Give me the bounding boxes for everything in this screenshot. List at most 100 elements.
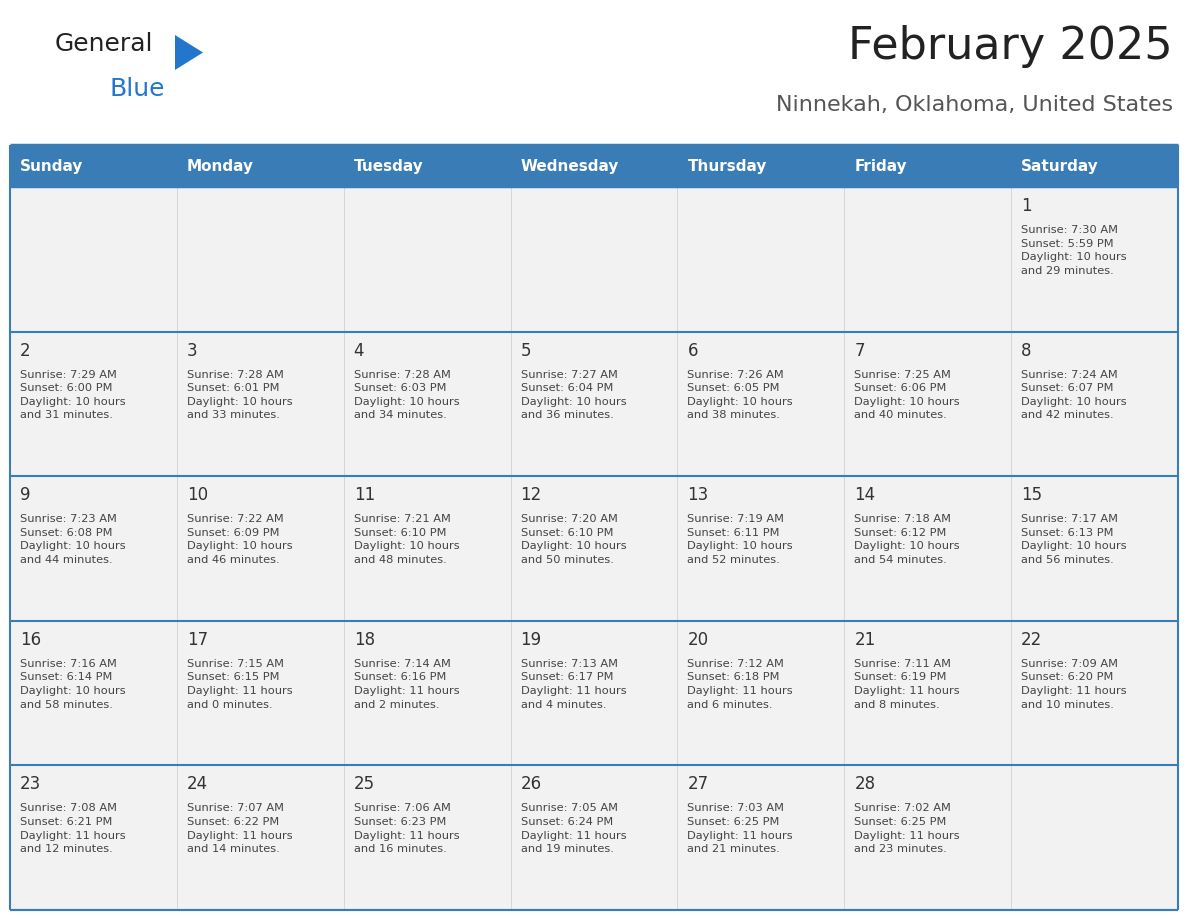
Bar — [177, 187, 343, 331]
Bar — [1011, 331, 1178, 476]
Text: 25: 25 — [354, 776, 375, 793]
Bar — [10, 145, 177, 187]
Text: Sunday: Sunday — [20, 159, 83, 174]
Bar — [177, 621, 343, 766]
Text: Sunrise: 7:26 AM
Sunset: 6:05 PM
Daylight: 10 hours
and 38 minutes.: Sunrise: 7:26 AM Sunset: 6:05 PM Dayligh… — [688, 370, 794, 420]
Bar — [845, 331, 1011, 476]
Bar — [343, 621, 511, 766]
Bar — [511, 331, 677, 476]
Text: 23: 23 — [20, 776, 42, 793]
Text: 21: 21 — [854, 631, 876, 649]
Bar — [177, 331, 343, 476]
Text: Sunrise: 7:16 AM
Sunset: 6:14 PM
Daylight: 10 hours
and 58 minutes.: Sunrise: 7:16 AM Sunset: 6:14 PM Dayligh… — [20, 659, 126, 710]
Bar — [845, 187, 1011, 331]
Text: Sunrise: 7:27 AM
Sunset: 6:04 PM
Daylight: 10 hours
and 36 minutes.: Sunrise: 7:27 AM Sunset: 6:04 PM Dayligh… — [520, 370, 626, 420]
Text: 13: 13 — [688, 487, 709, 504]
Bar — [845, 621, 1011, 766]
Bar — [10, 187, 177, 331]
Text: 9: 9 — [20, 487, 31, 504]
Bar — [511, 476, 677, 621]
Bar — [677, 187, 845, 331]
Text: Sunrise: 7:02 AM
Sunset: 6:25 PM
Daylight: 11 hours
and 23 minutes.: Sunrise: 7:02 AM Sunset: 6:25 PM Dayligh… — [854, 803, 960, 855]
Bar — [1011, 766, 1178, 910]
Text: 4: 4 — [354, 341, 365, 360]
Bar — [845, 145, 1011, 187]
Text: 3: 3 — [187, 341, 197, 360]
Text: Sunrise: 7:18 AM
Sunset: 6:12 PM
Daylight: 10 hours
and 54 minutes.: Sunrise: 7:18 AM Sunset: 6:12 PM Dayligh… — [854, 514, 960, 565]
Text: 28: 28 — [854, 776, 876, 793]
Bar — [177, 476, 343, 621]
Text: Sunrise: 7:09 AM
Sunset: 6:20 PM
Daylight: 11 hours
and 10 minutes.: Sunrise: 7:09 AM Sunset: 6:20 PM Dayligh… — [1022, 659, 1126, 710]
Text: Sunrise: 7:28 AM
Sunset: 6:03 PM
Daylight: 10 hours
and 34 minutes.: Sunrise: 7:28 AM Sunset: 6:03 PM Dayligh… — [354, 370, 460, 420]
Bar — [343, 145, 511, 187]
Bar — [177, 145, 343, 187]
Text: 16: 16 — [20, 631, 42, 649]
Text: Sunrise: 7:28 AM
Sunset: 6:01 PM
Daylight: 10 hours
and 33 minutes.: Sunrise: 7:28 AM Sunset: 6:01 PM Dayligh… — [187, 370, 292, 420]
Bar — [677, 331, 845, 476]
Bar — [677, 476, 845, 621]
Text: General: General — [55, 32, 153, 56]
Text: Wednesday: Wednesday — [520, 159, 619, 174]
Text: 5: 5 — [520, 341, 531, 360]
Text: 7: 7 — [854, 341, 865, 360]
Text: Sunrise: 7:24 AM
Sunset: 6:07 PM
Daylight: 10 hours
and 42 minutes.: Sunrise: 7:24 AM Sunset: 6:07 PM Dayligh… — [1022, 370, 1126, 420]
Polygon shape — [175, 35, 203, 70]
Text: Sunrise: 7:23 AM
Sunset: 6:08 PM
Daylight: 10 hours
and 44 minutes.: Sunrise: 7:23 AM Sunset: 6:08 PM Dayligh… — [20, 514, 126, 565]
Text: 10: 10 — [187, 487, 208, 504]
Bar — [677, 145, 845, 187]
Text: 15: 15 — [1022, 487, 1042, 504]
Bar — [511, 621, 677, 766]
Text: Sunrise: 7:14 AM
Sunset: 6:16 PM
Daylight: 11 hours
and 2 minutes.: Sunrise: 7:14 AM Sunset: 6:16 PM Dayligh… — [354, 659, 460, 710]
Text: Saturday: Saturday — [1022, 159, 1099, 174]
Text: 2: 2 — [20, 341, 31, 360]
Text: Friday: Friday — [854, 159, 906, 174]
Text: Sunrise: 7:19 AM
Sunset: 6:11 PM
Daylight: 10 hours
and 52 minutes.: Sunrise: 7:19 AM Sunset: 6:11 PM Dayligh… — [688, 514, 794, 565]
Text: 26: 26 — [520, 776, 542, 793]
Bar — [845, 766, 1011, 910]
Text: 8: 8 — [1022, 341, 1031, 360]
Text: Blue: Blue — [110, 77, 165, 101]
Text: Sunrise: 7:25 AM
Sunset: 6:06 PM
Daylight: 10 hours
and 40 minutes.: Sunrise: 7:25 AM Sunset: 6:06 PM Dayligh… — [854, 370, 960, 420]
Text: Tuesday: Tuesday — [354, 159, 423, 174]
Bar — [511, 187, 677, 331]
Bar — [511, 145, 677, 187]
Text: Sunrise: 7:07 AM
Sunset: 6:22 PM
Daylight: 11 hours
and 14 minutes.: Sunrise: 7:07 AM Sunset: 6:22 PM Dayligh… — [187, 803, 292, 855]
Bar — [511, 766, 677, 910]
Text: 18: 18 — [354, 631, 375, 649]
Text: 19: 19 — [520, 631, 542, 649]
Bar — [845, 476, 1011, 621]
Text: February 2025: February 2025 — [848, 25, 1173, 68]
Text: 22: 22 — [1022, 631, 1042, 649]
Bar — [177, 766, 343, 910]
Bar — [677, 621, 845, 766]
Text: 27: 27 — [688, 776, 708, 793]
Text: 12: 12 — [520, 487, 542, 504]
Bar — [343, 187, 511, 331]
Bar — [343, 476, 511, 621]
Text: 24: 24 — [187, 776, 208, 793]
Text: Thursday: Thursday — [688, 159, 766, 174]
Text: Ninnekah, Oklahoma, United States: Ninnekah, Oklahoma, United States — [776, 95, 1173, 115]
Text: Sunrise: 7:29 AM
Sunset: 6:00 PM
Daylight: 10 hours
and 31 minutes.: Sunrise: 7:29 AM Sunset: 6:00 PM Dayligh… — [20, 370, 126, 420]
Text: Sunrise: 7:13 AM
Sunset: 6:17 PM
Daylight: 11 hours
and 4 minutes.: Sunrise: 7:13 AM Sunset: 6:17 PM Dayligh… — [520, 659, 626, 710]
Text: Sunrise: 7:03 AM
Sunset: 6:25 PM
Daylight: 11 hours
and 21 minutes.: Sunrise: 7:03 AM Sunset: 6:25 PM Dayligh… — [688, 803, 794, 855]
Bar — [10, 621, 177, 766]
Text: Sunrise: 7:06 AM
Sunset: 6:23 PM
Daylight: 11 hours
and 16 minutes.: Sunrise: 7:06 AM Sunset: 6:23 PM Dayligh… — [354, 803, 460, 855]
Bar — [343, 766, 511, 910]
Bar — [10, 766, 177, 910]
Bar — [1011, 621, 1178, 766]
Bar — [677, 766, 845, 910]
Text: Sunrise: 7:21 AM
Sunset: 6:10 PM
Daylight: 10 hours
and 48 minutes.: Sunrise: 7:21 AM Sunset: 6:10 PM Dayligh… — [354, 514, 460, 565]
Text: 20: 20 — [688, 631, 708, 649]
Text: 6: 6 — [688, 341, 697, 360]
Text: 11: 11 — [354, 487, 375, 504]
Text: Sunrise: 7:30 AM
Sunset: 5:59 PM
Daylight: 10 hours
and 29 minutes.: Sunrise: 7:30 AM Sunset: 5:59 PM Dayligh… — [1022, 225, 1126, 275]
Text: Sunrise: 7:12 AM
Sunset: 6:18 PM
Daylight: 11 hours
and 6 minutes.: Sunrise: 7:12 AM Sunset: 6:18 PM Dayligh… — [688, 659, 794, 710]
Text: 1: 1 — [1022, 197, 1031, 215]
Bar — [1011, 476, 1178, 621]
Text: 17: 17 — [187, 631, 208, 649]
Bar — [343, 331, 511, 476]
Text: Sunrise: 7:08 AM
Sunset: 6:21 PM
Daylight: 11 hours
and 12 minutes.: Sunrise: 7:08 AM Sunset: 6:21 PM Dayligh… — [20, 803, 126, 855]
Text: Sunrise: 7:20 AM
Sunset: 6:10 PM
Daylight: 10 hours
and 50 minutes.: Sunrise: 7:20 AM Sunset: 6:10 PM Dayligh… — [520, 514, 626, 565]
Text: Sunrise: 7:17 AM
Sunset: 6:13 PM
Daylight: 10 hours
and 56 minutes.: Sunrise: 7:17 AM Sunset: 6:13 PM Dayligh… — [1022, 514, 1126, 565]
